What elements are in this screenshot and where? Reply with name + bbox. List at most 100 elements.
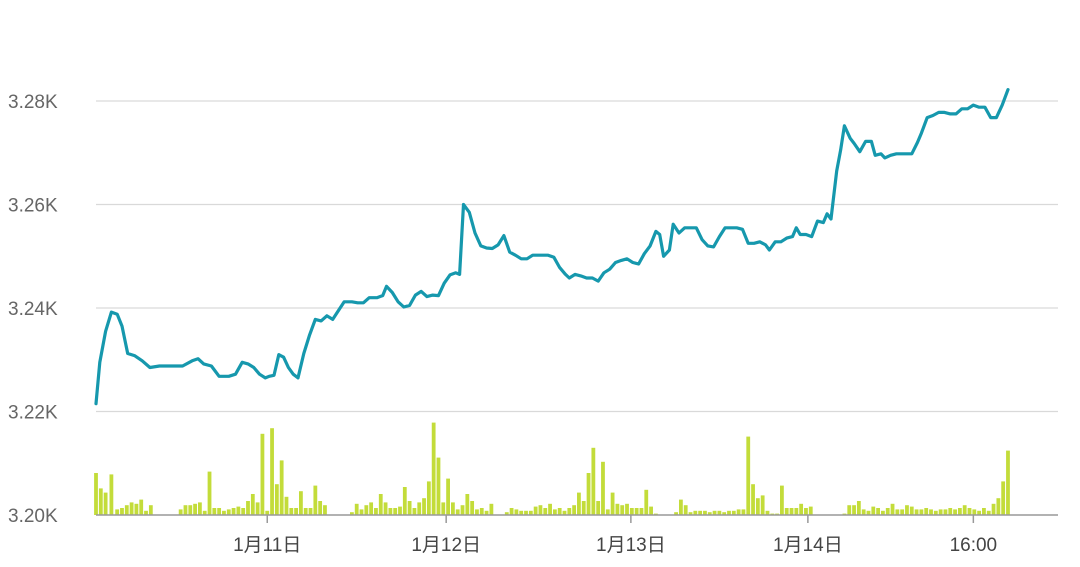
volume-bar [991,503,996,515]
x-tick-label: 1月14日 [773,535,843,556]
volume-bar [596,501,601,515]
volume-bar [207,471,212,515]
volume-bar [615,503,620,515]
volume-bar [755,498,760,515]
volume-bar [572,505,577,515]
volume-bar [919,509,924,515]
volume-bar [470,501,475,515]
volume-bar [722,512,727,515]
volume-bar [484,510,489,515]
volume-bar [620,505,625,515]
price-line-layer [94,88,1010,406]
volume-bar [98,488,103,515]
volume-bar [504,512,509,515]
volume-bar [693,510,698,515]
volume-bar [852,505,856,515]
volume-bar [996,498,1001,515]
volume-bar [717,510,722,515]
volume-bar [543,508,548,515]
volume-bar [393,508,398,515]
volume-bar [784,508,789,515]
volume-bar [217,508,222,515]
volume-bar [629,508,634,515]
volume-bar [794,508,799,515]
volume-bar [451,502,455,515]
volume-bar [895,509,900,515]
volume-bar [1001,481,1006,515]
volume-bar [924,508,929,515]
volume-bar [144,510,148,515]
volume-bar [197,502,202,515]
volume-bar [625,503,629,515]
volume-bar [707,512,712,515]
volume-bar [441,502,446,515]
volume-bar [188,505,193,515]
volume-bar [639,508,644,515]
volume-bar [876,508,881,515]
volume-bar [402,487,407,515]
volume-bar [318,501,323,515]
volume-bar [383,502,388,515]
volume-bar [134,503,139,515]
volume-bar [804,508,808,515]
volume-bar [610,492,615,515]
volume-bar [412,508,417,515]
y-axis-ticks: 3.20K 3.22K 3.24K 3.26K 3.28K [8,92,58,527]
volume-bar [202,510,207,515]
volume-bar [866,510,871,515]
volume-bar [250,494,255,515]
volume-bar [509,508,514,515]
volume-bar [148,505,153,515]
volume-bar [323,505,327,515]
volume-bar [577,492,581,515]
volume-bar [808,506,813,515]
volume-bar [246,501,250,515]
volume-bar [183,505,188,515]
volume-bar [977,510,982,515]
volume-bar [727,510,731,515]
volume-bar [591,447,596,515]
volume-bar [634,508,639,515]
volume-bar [736,509,741,515]
volume-bar [489,503,494,515]
volume-bar [712,510,717,515]
volume-bar [417,502,422,515]
volume-bar [284,496,289,515]
volume-bar [236,506,241,515]
volume-bar [986,510,991,515]
x-tick-label: 1月11日 [233,535,301,556]
volume-bar [115,509,120,515]
grid-lines [96,100,1058,413]
volume-bar [678,499,683,515]
volume-bar [274,484,279,515]
volume-bar [953,509,957,515]
volume-bar [538,505,543,515]
volume-bar [378,494,383,515]
y-tick-label: 3.20K [8,506,58,527]
volume-bar [446,478,450,515]
volume-bar [303,508,308,515]
volume-bar [751,484,755,515]
volume-bar [222,510,226,515]
volume-bar [765,510,770,515]
volume-bar [644,489,649,515]
volume-bar [436,457,441,515]
volume-bar [674,512,678,515]
volume-bar [552,509,557,515]
volume-bar [407,501,412,515]
volume-bar [741,509,746,515]
volume-bar [957,508,962,515]
volume-bar [455,509,460,515]
volume-bar [900,509,905,515]
volume-bar [374,508,378,515]
volume-bar [605,509,610,515]
volume-bar [398,506,402,515]
volume-bar [299,491,303,515]
volume-bar [789,508,794,515]
volume-bar [948,508,953,515]
volume-bars [94,422,1010,515]
x-tick-label: 1月12日 [411,535,481,556]
volume-bar [265,510,270,515]
volume-bar [905,505,909,515]
